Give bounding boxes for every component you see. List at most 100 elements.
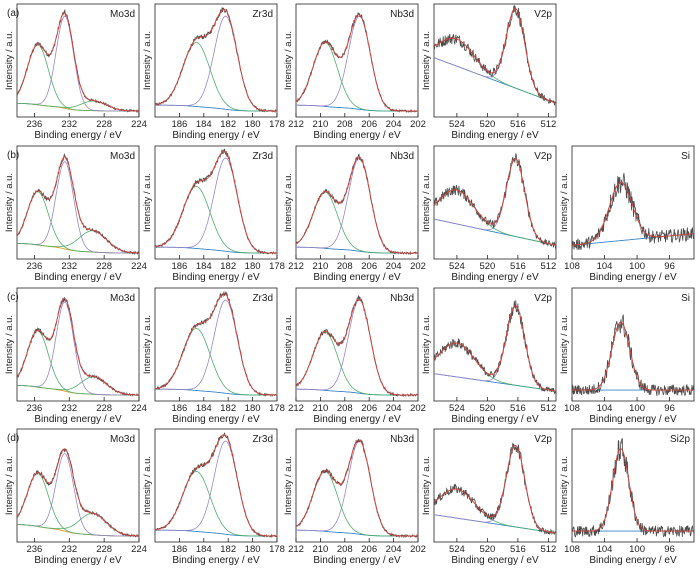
panel-d-Zr3d: 186 184 182 180 178 Zr3d Binding energy / eV In… — [142, 428, 285, 566]
x-tick-label: 206 — [361, 544, 377, 555]
raw-spectrum — [17, 448, 139, 538]
y-axis-label: Intensity / a.u. — [421, 31, 432, 90]
x-tick-label: 524 — [449, 544, 465, 555]
raw-spectrum — [296, 153, 418, 256]
x-tick-label: 212 — [288, 403, 304, 414]
x-tick-label: 206 — [361, 261, 377, 272]
raw-spectrum — [155, 432, 277, 538]
fit-envelope — [17, 156, 139, 254]
x-tick-label: 204 — [386, 119, 402, 130]
panel-label: Mo3d — [110, 434, 135, 445]
panel-d-Mo3d: 236 232 228 224 Mo3d Binding energy / eV Inten… — [4, 428, 147, 566]
y-axis-label: Intensity / a.u. — [559, 315, 570, 374]
y-axis-label: Intensity / a.u. — [4, 315, 15, 374]
fit-envelope — [296, 298, 418, 396]
y-axis-label: Intensity / a.u. — [283, 456, 294, 515]
x-tick-label: 236 — [26, 544, 42, 555]
y-axis-label: Intensity / a.u. — [283, 31, 294, 90]
raw-spectrum — [155, 290, 277, 398]
fit-envelope — [17, 12, 139, 112]
fit-envelope — [572, 181, 694, 246]
plot-frame — [295, 145, 419, 260]
x-tick-label: 202 — [410, 544, 426, 555]
row-label-1: (b) — [7, 150, 19, 161]
x-axis-label: Binding energy / eV — [589, 555, 677, 566]
y-axis-label: Intensity / a.u. — [421, 315, 432, 374]
x-tick-label: 184 — [196, 261, 212, 272]
panel-label: Nb3d — [390, 9, 414, 20]
plot-frame — [295, 3, 419, 118]
plot-frame — [154, 428, 278, 543]
y-axis-label: Intensity / a.u. — [559, 173, 570, 232]
component-peak-1 — [155, 328, 277, 396]
x-tick-label: 228 — [96, 544, 112, 555]
x-axis-label: Binding energy / eV — [313, 414, 401, 425]
x-tick-label: 228 — [96, 261, 112, 272]
x-axis-label: Binding energy / eV — [451, 555, 539, 566]
component-peak-2 — [17, 161, 139, 254]
y-axis-label: Intensity / a.u. — [142, 31, 153, 90]
y-axis-label: Intensity / a.u. — [4, 173, 15, 232]
raw-spectrum — [572, 314, 694, 396]
fit-envelope — [434, 7, 556, 104]
x-tick-label: 524 — [449, 403, 465, 414]
x-tick-label: 524 — [449, 119, 465, 130]
panel-c-Si: 108 104 100 96 Si Binding energy / eV Intensit… — [559, 287, 695, 425]
raw-spectrum — [572, 438, 694, 538]
raw-spectrum — [155, 148, 277, 255]
component-peak-2 — [17, 301, 139, 396]
component-peak-2 — [434, 305, 556, 392]
panel-b-V2p: 524 520 516 512 V2p Binding energy / eV Intens… — [421, 145, 557, 283]
x-tick-label: 208 — [337, 119, 353, 130]
component-peak-1 — [17, 44, 139, 112]
panel-label: Zr3d — [252, 9, 273, 20]
x-tick-label: 208 — [337, 261, 353, 272]
x-tick-label: 236 — [26, 261, 42, 272]
x-tick-label: 180 — [245, 261, 261, 272]
x-tick-label: 516 — [510, 261, 526, 272]
plot-frame — [433, 3, 557, 118]
y-axis-label: Intensity / a.u. — [283, 173, 294, 232]
x-tick-label: 178 — [269, 261, 285, 272]
row-label-3: (d) — [7, 433, 19, 444]
x-tick-label: 210 — [312, 544, 328, 555]
x-axis-label: Binding energy / eV — [451, 272, 539, 283]
x-tick-label: 108 — [564, 544, 580, 555]
component-peak-2 — [155, 299, 277, 396]
panel-c-V2p: 524 520 516 512 V2p Binding energy / eV Intens… — [421, 287, 557, 425]
component-peak-2 — [155, 440, 277, 537]
raw-spectrum — [296, 438, 418, 539]
x-tick-label: 180 — [245, 403, 261, 414]
x-tick-label: 512 — [540, 544, 556, 555]
panel-label: Nb3d — [390, 293, 414, 304]
component-peak-1 — [572, 448, 694, 532]
panel-a-Zr3d: 186 184 182 180 178 Zr3d Binding energy / eV In… — [142, 3, 285, 141]
fit-envelope — [296, 156, 418, 254]
x-tick-label: 210 — [312, 403, 328, 414]
plot-frame — [571, 428, 695, 543]
x-axis-label: Binding energy / eV — [313, 555, 401, 566]
x-tick-label: 186 — [171, 261, 187, 272]
x-axis-label: Binding energy / eV — [172, 555, 260, 566]
x-tick-label: 524 — [449, 261, 465, 272]
x-tick-label: 228 — [96, 403, 112, 414]
x-tick-label: 96 — [664, 261, 675, 272]
panel-label: Mo3d — [110, 293, 135, 304]
x-tick-label: 516 — [510, 544, 526, 555]
x-tick-label: 182 — [220, 119, 236, 130]
panel-d-Si2p: 108 104 100 96 Si2p Binding energy / eV Intens… — [559, 428, 695, 566]
panel-c-Zr3d: 186 184 182 180 178 Zr3d Binding energy / eV In… — [142, 287, 285, 425]
x-tick-label: 178 — [269, 544, 285, 555]
x-tick-label: 208 — [337, 544, 353, 555]
fit-envelope — [155, 292, 277, 396]
x-axis-label: Binding energy / eV — [313, 130, 401, 141]
x-axis-label: Binding energy / eV — [589, 272, 677, 283]
x-tick-label: 210 — [312, 261, 328, 272]
component-peak-2 — [17, 15, 139, 112]
x-tick-label: 512 — [540, 261, 556, 272]
x-tick-label: 204 — [386, 261, 402, 272]
plot-frame — [433, 428, 557, 543]
panel-b-Mo3d: 236 232 228 224 Mo3d Binding energy / eV Inten… — [4, 145, 147, 283]
x-axis-label: Binding energy / eV — [34, 130, 122, 141]
panel-d-Nb3d: 212 210 208 206 204 202 Nb3d Binding energy / e… — [283, 428, 426, 566]
